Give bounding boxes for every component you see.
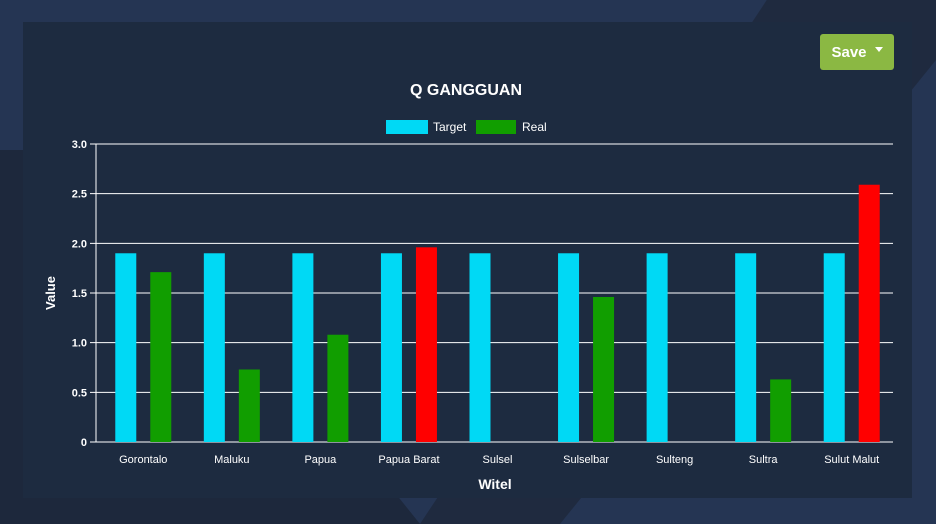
y-tick-label: 0.5	[72, 387, 87, 399]
y-tick-label: 1.5	[72, 288, 87, 300]
x-tick-label: Sulut Malut	[824, 454, 879, 466]
x-tick-label: Gorontalo	[119, 454, 167, 466]
bar-real-gorontalo[interactable]	[150, 272, 172, 442]
bars	[115, 184, 880, 442]
x-tick-label: Sulselbar	[563, 454, 609, 466]
chart-title: Q GANGGUAN	[410, 82, 522, 99]
bar-target-sultra[interactable]	[735, 253, 757, 442]
x-axis-label: Witel	[478, 476, 511, 492]
save-button-label: Save	[831, 43, 867, 61]
bar-real-papua-barat[interactable]	[415, 247, 437, 442]
bar-real-sultra[interactable]	[770, 379, 792, 442]
bar-target-sulteng[interactable]	[646, 253, 668, 442]
x-tick-label: Sulsel	[483, 454, 513, 466]
save-button[interactable]: Save	[820, 34, 894, 70]
x-tick-labels: Gorontalo Maluku Papua Papua Barat Sulsel Sul…	[119, 454, 879, 466]
y-tick-label: 3.0	[72, 139, 87, 151]
legend-swatch-target	[386, 120, 428, 134]
y-tick-label: 1.0	[72, 338, 87, 350]
bar-target-papua-barat[interactable]	[380, 253, 402, 442]
legend: Target Real	[386, 120, 547, 134]
y-tick-label: 2.0	[72, 238, 87, 250]
bar-real-sulselbar[interactable]	[593, 296, 615, 442]
x-tick-label: Papua Barat	[378, 454, 439, 466]
y-axis-label: Value	[43, 276, 58, 310]
bar-target-sulselbar[interactable]	[558, 253, 580, 442]
legend-label-target: Target	[433, 120, 467, 134]
x-tick-label: Sulteng	[656, 454, 693, 466]
bar-target-maluku[interactable]	[203, 253, 225, 442]
bar-target-sulut-malut[interactable]	[823, 253, 845, 442]
x-tick-label: Papua	[304, 454, 337, 466]
legend-item-real[interactable]: Real	[476, 120, 547, 134]
y-tick-label: 0	[81, 437, 87, 449]
x-tick-label: Sultra	[749, 454, 779, 466]
bar-target-papua[interactable]	[292, 253, 314, 442]
chevron-down-icon	[874, 46, 883, 52]
bar-real-papua[interactable]	[327, 334, 349, 442]
bar-target-gorontalo[interactable]	[115, 253, 137, 442]
bar-target-sulsel[interactable]	[469, 253, 491, 442]
x-tick-label: Maluku	[214, 454, 249, 466]
legend-label-real: Real	[522, 120, 547, 134]
legend-swatch-real	[476, 120, 516, 134]
legend-item-target[interactable]: Target	[386, 120, 467, 134]
bar-real-maluku[interactable]	[238, 369, 260, 442]
bar-real-sulut-malut[interactable]	[858, 184, 880, 442]
y-tick-label: 2.5	[72, 189, 87, 201]
y-tick-labels: 0 0.5 1.0 1.5 2.0 2.5 3.0	[72, 139, 87, 449]
